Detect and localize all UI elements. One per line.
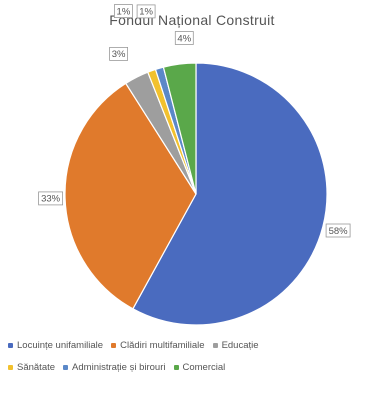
legend-label: Comercial	[182, 361, 226, 373]
data-label-box	[136, 4, 156, 19]
pie-slice-locuinte-unifamiliale[interactable]	[132, 62, 328, 326]
legend-swatch	[212, 342, 218, 348]
legend-swatch	[173, 364, 179, 370]
data-label-administratie-si-birouri: 1%	[136, 4, 156, 19]
legend-row: Locuințe unifamiliale Clădiri multifamil…	[8, 334, 380, 356]
data-label-text: 58%	[329, 226, 349, 237]
data-label-text: 1%	[117, 6, 131, 17]
legend-label: Locuințe unifamiliale	[17, 339, 104, 351]
legend-item-sanatate[interactable]: Sănătate	[8, 362, 55, 373]
data-label-comercial: 4%	[174, 31, 194, 45]
data-label-sanatate: 1%	[114, 4, 133, 18]
legend: Locuințe unifamiliale Clădiri multifamil…	[8, 334, 380, 378]
legend-item-cladiri-multifamiliale[interactable]: Clădiri multifamiliale	[111, 339, 205, 351]
pie-chart: 58% 33% 3% 1% 1% 4%	[38, 4, 351, 326]
legend-row: Sănătate Administrație și birouri Comerc…	[8, 356, 380, 378]
legend-swatch	[111, 342, 117, 348]
data-label-box	[174, 31, 194, 45]
legend-swatch	[8, 342, 13, 348]
legend-item-educatie[interactable]: Educație	[212, 339, 259, 351]
data-label-cladiri-multifamiliale: 33%	[38, 191, 63, 206]
legend-label: Educație	[221, 339, 259, 351]
pie-slice-comercial[interactable]	[162, 62, 197, 195]
legend-swatch	[8, 364, 13, 370]
data-label-box	[38, 191, 63, 206]
legend-label: Clădiri multifamiliale	[120, 339, 205, 351]
legend-label: Administrație și birouri	[72, 361, 166, 373]
data-label-text: 33%	[41, 194, 61, 205]
data-label-text: 3%	[112, 49, 126, 60]
data-label-box	[325, 223, 351, 238]
legend-item-locuinte-unifamiliale[interactable]: Locuințe unifamiliale	[8, 340, 103, 351]
legend-label: Sănătate	[17, 361, 56, 373]
legend-item-administratie-si-birouri[interactable]: Administrație și birouri	[63, 361, 166, 373]
data-label-text: 4%	[177, 33, 191, 44]
pie-slice-cladiri-multifamiliale[interactable]	[64, 82, 197, 310]
data-label-box	[109, 47, 128, 61]
legend-swatch	[63, 364, 69, 370]
data-label-box	[114, 4, 133, 18]
legend-item-comercial[interactable]: Comercial	[173, 361, 226, 373]
data-label-educatie: 3%	[109, 47, 128, 61]
data-label-text: 1%	[139, 7, 153, 18]
data-label-locuinte-unifamiliale: 58%	[325, 223, 351, 238]
